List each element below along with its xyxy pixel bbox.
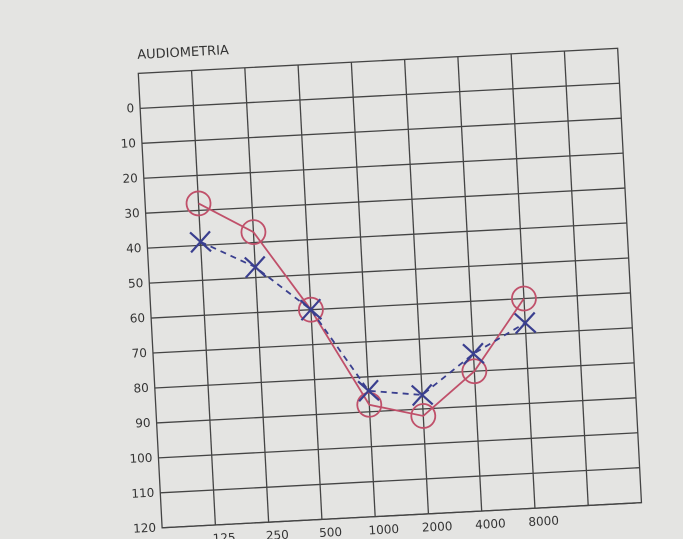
- audiogram-photo: AUDIOMETRIA 0102030405060708090100110120…: [0, 0, 683, 539]
- y-tick-label: 40: [126, 241, 142, 256]
- y-tick-label: 60: [129, 311, 145, 326]
- y-tick-label: 30: [124, 206, 140, 221]
- y-tick-label: 120: [133, 521, 157, 536]
- paper: [0, 0, 683, 539]
- x-tick-label: 1000: [368, 522, 399, 538]
- y-tick-label: 0: [126, 101, 134, 115]
- y-tick-label: 110: [131, 486, 155, 501]
- y-tick-label: 90: [135, 416, 151, 431]
- y-tick-label: 50: [128, 276, 144, 291]
- x-tick-label: 4000: [475, 516, 506, 532]
- y-tick-label: 100: [129, 451, 153, 466]
- y-tick-label: 70: [131, 346, 147, 361]
- x-tick-label: 8000: [528, 514, 559, 530]
- y-tick-label: 10: [120, 136, 136, 151]
- x-tick-label: 125: [212, 530, 236, 539]
- x-tick-label: 250: [266, 528, 290, 539]
- y-tick-label: 20: [122, 171, 138, 186]
- x-tick-label: 2000: [421, 519, 452, 535]
- y-tick-label: 80: [133, 381, 149, 396]
- x-tick-label: 500: [319, 525, 343, 539]
